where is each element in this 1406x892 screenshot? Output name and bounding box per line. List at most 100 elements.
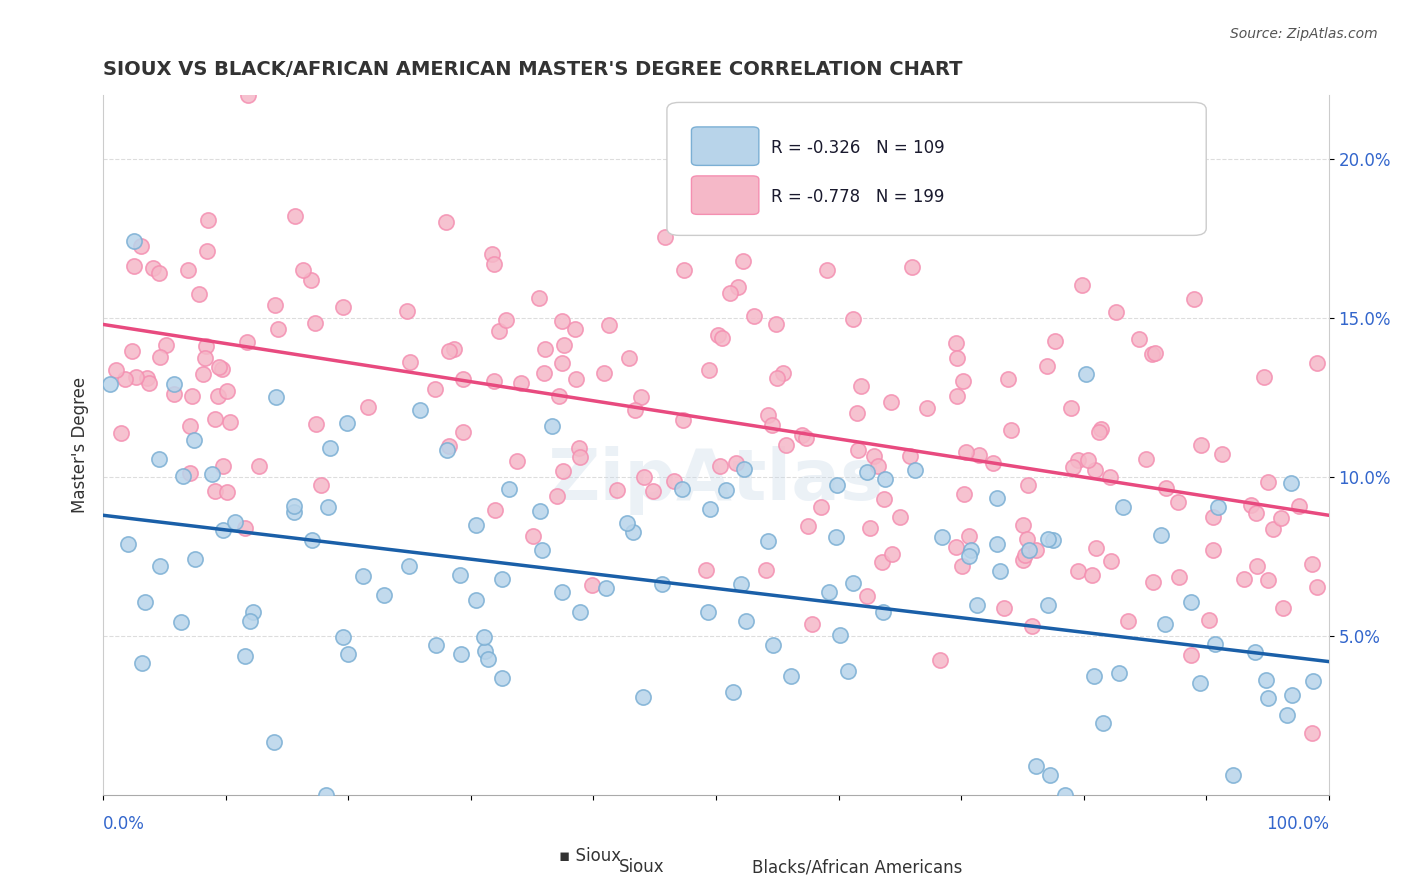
Blacks/African Americans <box>846 442 869 457</box>
Blacks/African Americans <box>217 484 239 499</box>
Blacks/African Americans <box>398 355 420 369</box>
Blacks/African Americans <box>212 458 235 473</box>
Sioux <box>730 576 752 591</box>
Sioux <box>873 473 896 487</box>
Sioux <box>409 403 432 417</box>
Blacks/African Americans <box>695 563 717 577</box>
Blacks/African Americans <box>195 339 218 353</box>
Blacks/African Americans <box>124 369 146 384</box>
Blacks/African Americans <box>855 589 877 603</box>
Sioux <box>200 467 222 481</box>
Sioux <box>1091 715 1114 730</box>
Blacks/African Americans <box>997 372 1019 386</box>
Blacks/African Americans <box>950 559 973 574</box>
Sioux <box>465 518 488 533</box>
Blacks/African Americans <box>1099 554 1122 568</box>
Sioux <box>450 647 472 661</box>
Blacks/African Americans <box>765 371 787 385</box>
Blacks/African Americans <box>299 273 322 287</box>
Blacks/African Americans <box>901 260 924 274</box>
Blacks/African Americans <box>859 520 882 534</box>
Sioux <box>1042 533 1064 547</box>
Sioux <box>1243 645 1265 659</box>
Blacks/African Americans <box>569 450 592 464</box>
Blacks/African Americans <box>929 653 952 667</box>
Blacks/African Americans <box>191 368 214 382</box>
Sioux <box>531 543 554 558</box>
Blacks/African Americans <box>247 459 270 474</box>
Sioux <box>1112 500 1135 515</box>
Blacks/African Americans <box>1288 500 1310 514</box>
Sioux <box>904 463 927 477</box>
Blacks/African Americans <box>267 321 290 335</box>
Blacks/African Americans <box>1116 614 1139 628</box>
Sioux <box>1222 767 1244 781</box>
Blacks/African Americans <box>953 487 976 501</box>
Blacks/African Americans <box>870 555 893 569</box>
Sioux <box>477 652 499 666</box>
Blacks/African Americans <box>1017 478 1039 492</box>
Sioux <box>959 549 981 563</box>
Sioux <box>621 525 644 540</box>
Blacks/African Americans <box>775 438 797 452</box>
Blacks/African Americans <box>794 431 817 445</box>
Blacks/African Americans <box>654 230 676 244</box>
Sioux <box>1281 688 1303 702</box>
Sioux <box>1108 665 1130 680</box>
Blacks/African Americans <box>1043 334 1066 348</box>
Sioux <box>283 505 305 519</box>
Blacks/African Americans <box>155 337 177 351</box>
Sioux <box>1204 637 1226 651</box>
Blacks/African Americans <box>727 280 749 294</box>
Blacks/African Americans <box>1257 573 1279 587</box>
Sioux <box>131 656 153 670</box>
Sioux <box>1275 708 1298 723</box>
Sioux <box>465 593 488 607</box>
Blacks/African Americans <box>1070 278 1092 293</box>
Sioux <box>491 572 513 586</box>
Blacks/African Americans <box>195 244 218 258</box>
Blacks/African Americans <box>1144 345 1167 359</box>
Blacks/African Americans <box>1012 518 1035 533</box>
Blacks/African Americans <box>880 547 903 561</box>
Blacks/African Americans <box>533 343 555 357</box>
Blacks/African Americans <box>1239 498 1261 512</box>
Sioux <box>856 465 879 479</box>
Blacks/African Americans <box>845 406 868 420</box>
Sioux <box>551 584 574 599</box>
Sioux <box>988 565 1011 579</box>
Blacks/African Americans <box>1306 356 1329 370</box>
Sioux <box>264 390 287 404</box>
Text: Blacks/African Americans: Blacks/African Americans <box>752 858 963 876</box>
Sioux <box>818 584 841 599</box>
Blacks/African Americans <box>136 371 159 385</box>
Text: ▪ Sioux: ▪ Sioux <box>560 847 621 865</box>
Sioux <box>315 788 337 802</box>
Blacks/African Americans <box>1270 511 1292 525</box>
Blacks/African Americans <box>1233 572 1256 586</box>
Blacks/African Americans <box>484 503 506 517</box>
Blacks/African Americans <box>810 500 832 514</box>
Sioux <box>1150 527 1173 541</box>
Sioux <box>1076 368 1098 382</box>
Sioux <box>828 628 851 642</box>
Blacks/African Americans <box>1135 452 1157 467</box>
Blacks/African Americans <box>529 291 551 305</box>
Sioux <box>1153 617 1175 632</box>
Blacks/African Americans <box>235 335 257 350</box>
Blacks/African Americans <box>194 351 217 366</box>
Blacks/African Americans <box>641 483 664 498</box>
Blacks/African Americans <box>114 372 136 386</box>
Sioux <box>756 534 779 549</box>
Sioux <box>301 533 323 547</box>
Blacks/African Americans <box>1036 359 1059 374</box>
Blacks/African Americans <box>395 303 418 318</box>
Blacks/African Americans <box>484 374 506 388</box>
Blacks/African Americans <box>1140 347 1163 361</box>
Sioux <box>872 605 894 619</box>
Blacks/African Americans <box>1088 425 1111 440</box>
Blacks/African Americans <box>707 327 730 342</box>
Sioux <box>318 442 340 456</box>
Blacks/African Americans <box>797 519 820 533</box>
Blacks/African Americans <box>1105 305 1128 319</box>
